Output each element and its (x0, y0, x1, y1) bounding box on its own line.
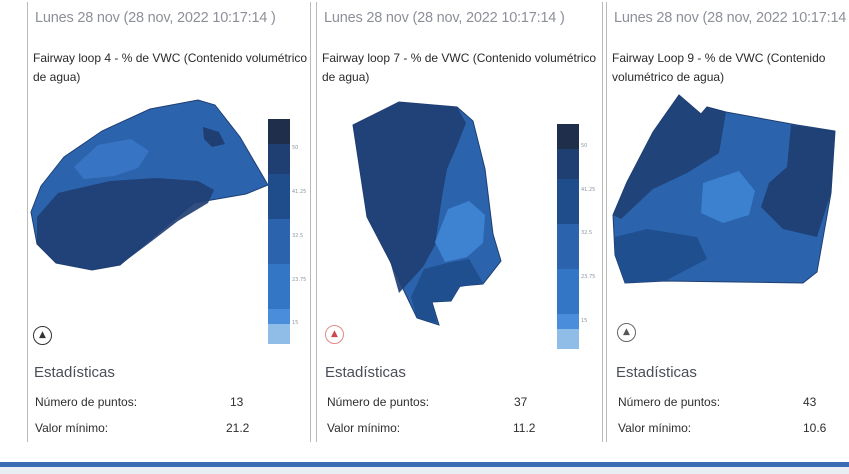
min-value-label: Valor mínimo: (618, 421, 692, 435)
map-zone-light (435, 201, 485, 262)
points-value: 13 (230, 395, 244, 409)
scale-label-41-25: 41.25 (581, 187, 596, 193)
map-zone-light (74, 139, 149, 179)
min-value: 11.2 (513, 421, 536, 435)
stats-title: Estadísticas (34, 364, 115, 381)
scale-label-15: 15 (292, 320, 299, 326)
scale-label-50: 50 (581, 143, 588, 149)
color-scale-legend (268, 119, 290, 344)
heatmap-card-fairway-loop-7: Lunes 28 nov (28 nov, 2022 10:17:14 ) Fa… (316, 2, 603, 442)
color-scale-legend (557, 124, 579, 349)
vwc-heatmap-map[interactable] (28, 87, 310, 277)
points-value: 37 (514, 395, 528, 409)
points-label: Número de puntos: (327, 395, 430, 409)
bottom-accent-bar (0, 462, 849, 467)
north-arrow-icon: ▲ (33, 326, 52, 345)
scale-label-15: 15 (581, 318, 588, 324)
map-zone-dark (37, 178, 214, 270)
heatmap-card-fairway-loop-4: Lunes 28 nov (28 nov, 2022 10:17:14 ) Fa… (27, 2, 311, 442)
card-title: Fairway loop 4 - % de VWC (Contenido vol… (33, 51, 308, 84)
scale-label-41-25: 41.25 (292, 189, 307, 195)
timestamp-header: Lunes 28 nov (28 nov, 2022 10:17:14 ) (324, 10, 565, 26)
scale-label-23-75: 23.75 (581, 274, 596, 280)
points-value: 43 (803, 395, 817, 409)
points-label: Número de puntos: (35, 395, 138, 409)
min-value-label: Valor mínimo: (35, 421, 109, 435)
scale-label-50: 50 (292, 145, 299, 151)
map-zone-dark-small (203, 127, 225, 147)
map-zone-dark-left (613, 95, 726, 219)
min-value: 10.6 (803, 421, 827, 435)
map-zone-dark-bottom (615, 229, 707, 283)
vwc-heatmap-map[interactable] (607, 87, 849, 297)
north-arrow-icon: ▲ (325, 325, 344, 344)
timestamp-header: Lunes 28 nov (28 nov, 2022 10:17:14 ) (614, 10, 849, 26)
map-zone-dark (353, 102, 466, 293)
map-zone-mid (411, 259, 483, 323)
points-label: Número de puntos: (618, 395, 721, 409)
min-value: 21.2 (226, 421, 250, 435)
map-zone-dark-right (761, 125, 835, 237)
card-title: Fairway loop 7 - % de VWC (Contenido vol… (322, 51, 597, 84)
stats-title: Estadísticas (616, 364, 697, 381)
card-title: Fairway Loop 9 - % de VWC (Contenido vol… (612, 51, 826, 84)
scale-label-32-5: 32.5 (581, 230, 593, 236)
min-value-label: Valor mínimo: (327, 421, 401, 435)
heatmap-card-fairway-loop-9: Lunes 28 nov (28 nov, 2022 10:17:14 ) Fa… (606, 2, 849, 442)
timestamp-header: Lunes 28 nov (28 nov, 2022 10:17:14 ) (35, 10, 276, 26)
north-arrow-icon: ▲ (617, 323, 636, 342)
scale-label-23-75: 23.75 (292, 277, 307, 283)
stats-title: Estadísticas (325, 364, 406, 381)
map-zone-light (701, 171, 755, 223)
scale-label-32-5: 32.5 (292, 233, 304, 239)
bottom-strip (0, 467, 849, 474)
vwc-heatmap-map[interactable] (317, 87, 602, 342)
